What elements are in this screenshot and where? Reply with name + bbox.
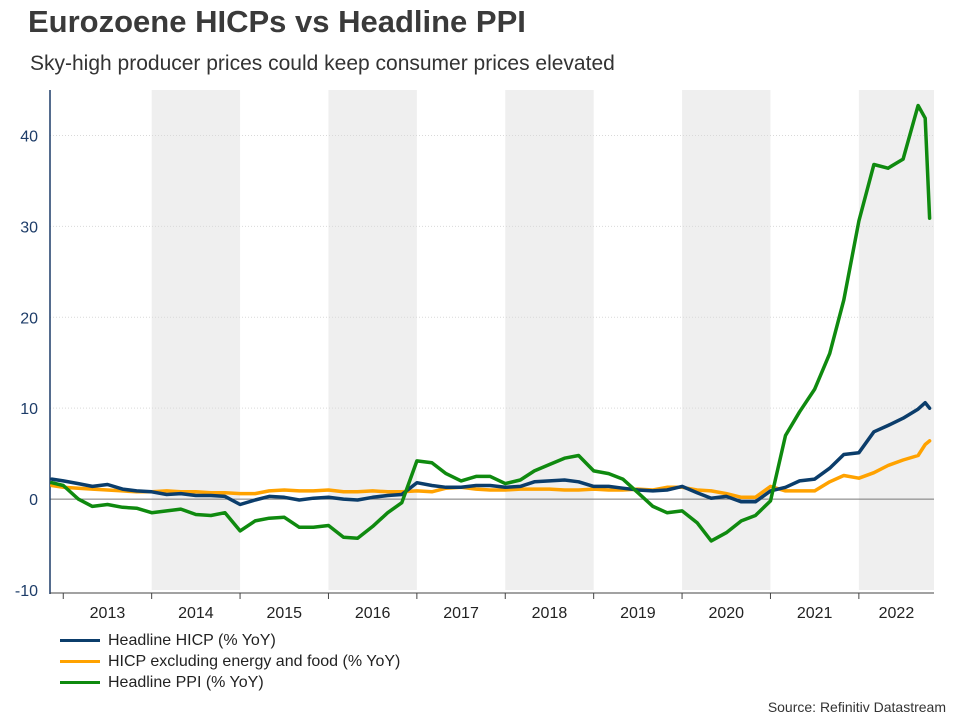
series-line-ppi xyxy=(50,103,932,543)
x-tick-label: 2017 xyxy=(443,605,479,622)
source-note: Source: Refinitiv Datastream xyxy=(767,699,946,715)
y-tick-label: 10 xyxy=(20,401,38,418)
legend-item-core-hicp: HICP excluding energy and food (% YoY) xyxy=(60,651,400,672)
x-tick-label: 2016 xyxy=(355,605,391,622)
x-tick-label: 2020 xyxy=(708,605,744,622)
y-tick-label: 30 xyxy=(20,219,38,236)
y-tick-label: 0 xyxy=(29,492,38,509)
chart-subtitle: Sky-high producer prices could keep cons… xyxy=(30,52,615,75)
legend-label-headline-hicp: Headline HICP (% YoY) xyxy=(108,631,276,649)
legend-label-core-hicp: HICP excluding energy and food (% YoY) xyxy=(108,652,401,670)
x-tick-label: 2019 xyxy=(620,605,656,622)
y-tick-label: -10 xyxy=(15,583,38,600)
legend-item-ppi: Headline PPI (% YoY) xyxy=(60,672,400,693)
x-tick-label: 2014 xyxy=(178,605,214,622)
series-line-headline-hicp xyxy=(50,400,932,507)
x-tick-label: 2013 xyxy=(90,605,126,622)
chart-title: Eurozoene HICPs vs Headline PPI xyxy=(28,4,526,39)
year-band-2020 xyxy=(682,90,771,590)
x-tick-label: 2015 xyxy=(266,605,302,622)
x-tick-label: 2018 xyxy=(532,605,568,622)
x-tick-label: 2021 xyxy=(797,605,833,622)
year-band-2016 xyxy=(328,90,417,590)
series-line-core-hicp xyxy=(50,439,932,500)
legend-swatch-core-hicp xyxy=(60,660,100,663)
y-tick-label: 40 xyxy=(20,128,38,145)
legend-item-headline-hicp: Headline HICP (% YoY) xyxy=(60,630,400,651)
legend-label-ppi: Headline PPI (% YoY) xyxy=(108,673,264,691)
year-band-2014 xyxy=(151,90,241,590)
y-tick-label: 20 xyxy=(20,310,38,327)
legend-swatch-ppi xyxy=(60,681,100,684)
legend: Headline HICP (% YoY) HICP excluding ene… xyxy=(60,630,400,693)
legend-swatch-headline-hicp xyxy=(60,639,100,642)
year-band-2018 xyxy=(505,90,594,590)
x-tick-label: 2022 xyxy=(879,605,915,622)
